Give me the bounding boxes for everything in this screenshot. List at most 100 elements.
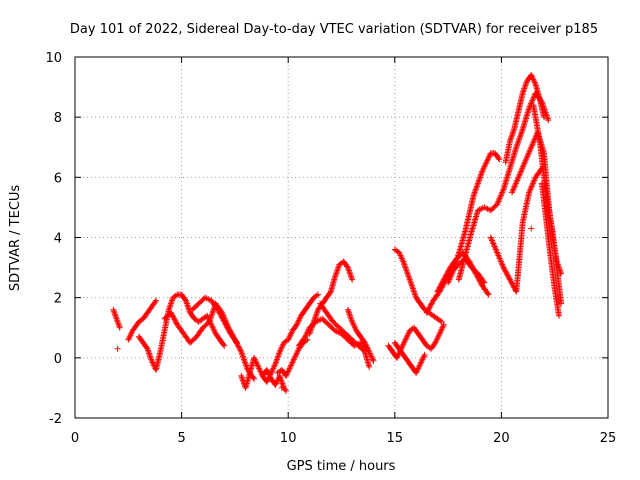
data-point [240,356,247,363]
data-point [326,289,333,296]
data-point [171,316,178,323]
data-point [421,351,428,358]
data-point [441,275,448,282]
data-point [167,300,174,307]
data-point [504,271,511,278]
data-point [344,306,351,313]
data-point [237,347,244,354]
data-point [428,301,435,308]
data-point [409,284,416,291]
data-point [221,342,228,349]
data-point [515,136,522,143]
data-point [370,357,377,364]
data-point [235,343,242,350]
data-point [238,372,245,379]
data-point [484,290,491,297]
data-point [442,273,449,280]
data-point [347,272,354,279]
data-point [239,353,246,360]
data-point [404,269,411,276]
data-point [508,279,515,286]
data-point [477,172,484,179]
data-point [280,383,287,390]
data-point [408,281,415,288]
data-point [208,311,215,318]
data-point [347,270,354,277]
data-point [345,308,352,315]
data-point [184,303,191,310]
data-point [116,323,123,330]
data-point [513,142,520,149]
data-point [496,156,503,163]
data-point [224,324,231,331]
data-point [275,353,282,360]
data-point [507,136,514,143]
data-point [518,130,525,137]
data-point [168,299,175,306]
data-point [510,127,517,134]
data-point [545,117,552,124]
data-point [516,135,523,142]
data-point [112,312,119,319]
y-tick-label: 4 [54,232,62,247]
x-tick-label: 0 [71,431,79,446]
data-point [215,308,222,315]
data-point [146,350,153,357]
data-point [182,296,189,303]
data-point [410,287,417,294]
data-point [502,268,509,275]
data-point [167,309,174,316]
data-point [437,281,444,288]
data-point [501,265,508,272]
data-point [349,276,356,283]
data-point [468,262,475,269]
data-point [221,320,228,327]
data-point [143,344,150,351]
data-point [347,312,354,319]
data-point [474,181,481,188]
data-point [166,303,173,310]
data-point [146,351,153,358]
data-point [166,305,173,312]
data-point [508,133,515,140]
data-point [438,280,445,287]
data-point [470,266,477,273]
data-point [541,114,548,121]
data-point [466,258,473,265]
data-point [407,279,414,286]
x-tick-label: 5 [177,431,185,446]
x-tick-label: 20 [493,431,510,446]
data-point [115,320,122,327]
data-point [242,359,249,366]
data-point [485,291,492,298]
data-point [518,129,525,136]
data-point [172,317,179,324]
data-point [507,277,514,284]
data-point [236,346,243,353]
data-point [406,276,413,283]
data-point [172,319,179,326]
data-point [313,292,320,299]
data-point [217,312,224,319]
data-point [226,328,233,335]
data-point [517,132,524,139]
data-point [510,283,517,290]
data-point [233,338,240,345]
data-point [168,311,175,318]
data-point [506,275,513,282]
data-point [504,272,511,279]
data-point [435,287,442,294]
data-point [241,357,248,364]
data-point [220,317,227,324]
data-point [403,267,410,274]
y-tick-label: 10 [45,51,62,66]
data-point [509,130,516,137]
y-axis-label: SDTVAR / TECUs [8,185,23,292]
data-point [434,288,441,295]
data-point [520,87,527,94]
data-point [424,308,431,315]
data-point [225,326,232,333]
data-point [467,261,474,268]
x-axis-label: GPS time / hours [287,459,396,474]
data-point [471,267,478,274]
